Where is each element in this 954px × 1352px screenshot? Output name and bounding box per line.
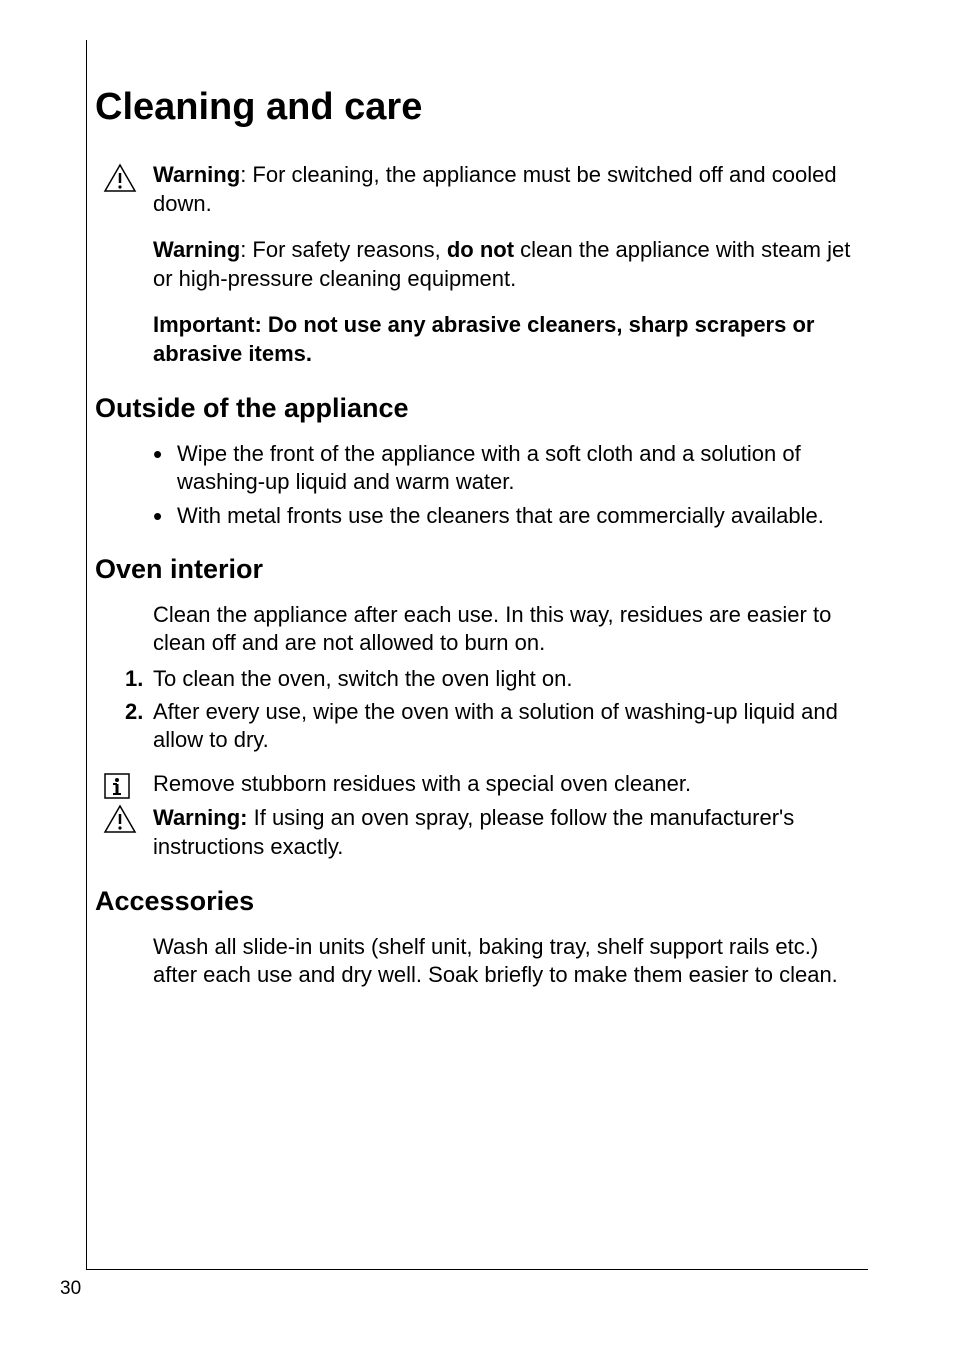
warning2-text-a: : For safety reasons, [240, 237, 447, 262]
section2-warn-text: If using an oven spray, please follow th… [153, 805, 794, 859]
warning1-para: Warning: For cleaning, the appliance mus… [153, 161, 868, 218]
info-block: Remove stubborn residues with a special … [153, 770, 868, 799]
step-text: To clean the oven, switch the oven light… [153, 666, 572, 691]
warning2-label: Warning [153, 237, 240, 262]
list-item: 1. To clean the oven, switch the oven lig… [125, 665, 868, 693]
step-number: 2. [125, 698, 143, 726]
list-item: Wipe the front of the appliance with a s… [153, 440, 868, 496]
list-item: 2. After every use, wipe the oven with a … [125, 698, 868, 754]
page-number: 30 [60, 1278, 81, 1300]
warning1-text: : For cleaning, the appliance must be sw… [153, 162, 837, 216]
section2-intro: Clean the appliance after each use. In t… [153, 601, 868, 657]
important-text: Important: Do not use any abrasive clean… [153, 312, 814, 366]
main-heading: Cleaning and care [95, 86, 868, 129]
section3-heading: Accessories [95, 886, 868, 917]
warning-icon [103, 163, 137, 198]
warning2-bold: do not [447, 237, 514, 262]
important-para: Important: Do not use any abrasive clean… [153, 311, 868, 368]
section2-steps: 1. To clean the oven, switch the oven lig… [125, 665, 868, 753]
section2-warn-para: Warning: If using an oven spray, please … [153, 804, 868, 861]
section1-list: Wipe the front of the appliance with a s… [153, 440, 868, 530]
step-text: After every use, wipe the oven with a so… [153, 699, 838, 752]
section2-heading: Oven interior [95, 554, 868, 585]
list-item: With metal fronts use the cleaners that … [153, 502, 868, 530]
warning1-label: Warning [153, 162, 240, 187]
warning2-para: Warning: For safety reasons, do not clea… [153, 236, 868, 293]
warning-block-1: Warning: For cleaning, the appliance mus… [95, 161, 868, 369]
section2-warn-label: Warning: [153, 805, 248, 830]
section3-text: Wash all slide-in units (shelf unit, bak… [153, 933, 868, 989]
section1-heading: Outside of the appliance [95, 393, 868, 424]
section2-info: Remove stubborn residues with a special … [153, 770, 868, 799]
step-number: 1. [125, 665, 143, 693]
info-icon [103, 772, 131, 805]
warning-icon [103, 804, 137, 839]
warning-block-2: Warning: If using an oven spray, please … [153, 804, 868, 861]
page-content: Cleaning and care Warning: For cleaning,… [87, 40, 868, 989]
page-frame: Cleaning and care Warning: For cleaning,… [86, 40, 868, 1270]
